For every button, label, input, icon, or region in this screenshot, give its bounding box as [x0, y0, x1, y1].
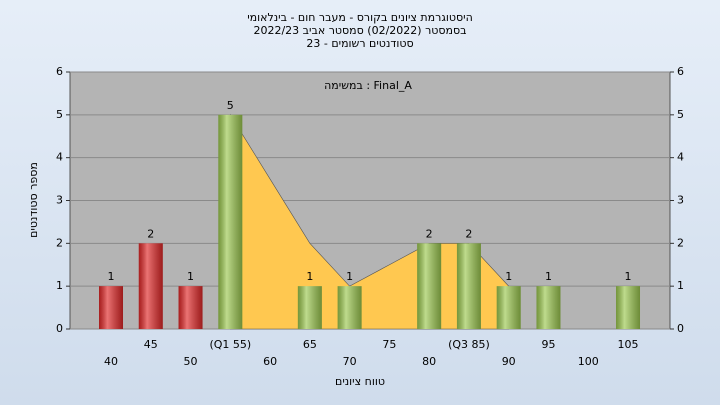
value-label: 1 — [187, 270, 194, 283]
y2-tick-label: 6 — [677, 65, 684, 78]
bar-shading — [337, 286, 362, 329]
y2-tick-label: 5 — [677, 108, 684, 121]
x-tick-label: 40 — [104, 355, 118, 368]
value-label: 1 — [505, 270, 512, 283]
bar-shading — [496, 286, 521, 329]
x-tick-label: 100 — [578, 355, 599, 368]
y-tick-label: 0 — [56, 322, 63, 335]
chart-title: היסטוגרמת ציונים בקורס - מעבר חום - בינל… — [247, 11, 473, 24]
value-label: 1 — [108, 270, 115, 283]
x-axis-label: טווח ציונים — [335, 375, 385, 388]
bar-shading — [99, 286, 123, 329]
y-axis-label: מספר סטודנטים — [27, 162, 40, 238]
y2-tick-label: 2 — [677, 236, 684, 249]
x-tick-label: (Q1 55) — [209, 338, 251, 351]
y2-tick-label: 3 — [677, 194, 684, 207]
x-tick-label: 65 — [303, 338, 317, 351]
value-label: 1 — [545, 270, 552, 283]
value-label: 1 — [306, 270, 313, 283]
bar-shading — [417, 243, 442, 329]
value-label: 2 — [426, 227, 433, 240]
x-tick-label: 70 — [343, 355, 357, 368]
bar-shading — [297, 286, 322, 329]
annotation: במשימה : Final_A — [324, 79, 412, 92]
x-tick-label: 80 — [422, 355, 436, 368]
y-tick-label: 2 — [56, 236, 63, 249]
value-label: 5 — [227, 99, 234, 112]
bar-shading — [138, 243, 163, 329]
chart-subtitle: בסמסטר (02/2022) סמסטר אביב 2022/23 — [253, 24, 466, 37]
bar-shading — [456, 243, 481, 329]
y-tick-label: 1 — [56, 279, 63, 292]
bar-shading — [616, 286, 641, 329]
x-tick-label: 95 — [541, 338, 555, 351]
y-tick-label: 3 — [56, 194, 63, 207]
bar-shading — [536, 286, 561, 329]
y2-tick-label: 0 — [677, 322, 684, 335]
bar-shading — [218, 114, 243, 329]
x-tick-label: (Q3 85) — [448, 338, 490, 351]
value-label: 2 — [147, 227, 154, 240]
x-tick-label: 45 — [144, 338, 158, 351]
y2-tick-label: 1 — [677, 279, 684, 292]
y2-tick-label: 4 — [677, 151, 684, 164]
x-tick-label: 75 — [382, 338, 396, 351]
value-label: 1 — [625, 270, 632, 283]
x-tick-label: 90 — [502, 355, 516, 368]
chart-subtitle: סטודנטים רשומים - 23 — [306, 37, 413, 50]
y-tick-label: 4 — [56, 151, 63, 164]
bar-shading — [178, 286, 203, 329]
value-label: 1 — [346, 270, 353, 283]
y-tick-label: 5 — [56, 108, 63, 121]
x-tick-label: 50 — [184, 355, 198, 368]
x-tick-label: 105 — [618, 338, 639, 351]
y-tick-label: 6 — [56, 65, 63, 78]
x-tick-label: 60 — [263, 355, 277, 368]
value-label: 2 — [465, 227, 472, 240]
